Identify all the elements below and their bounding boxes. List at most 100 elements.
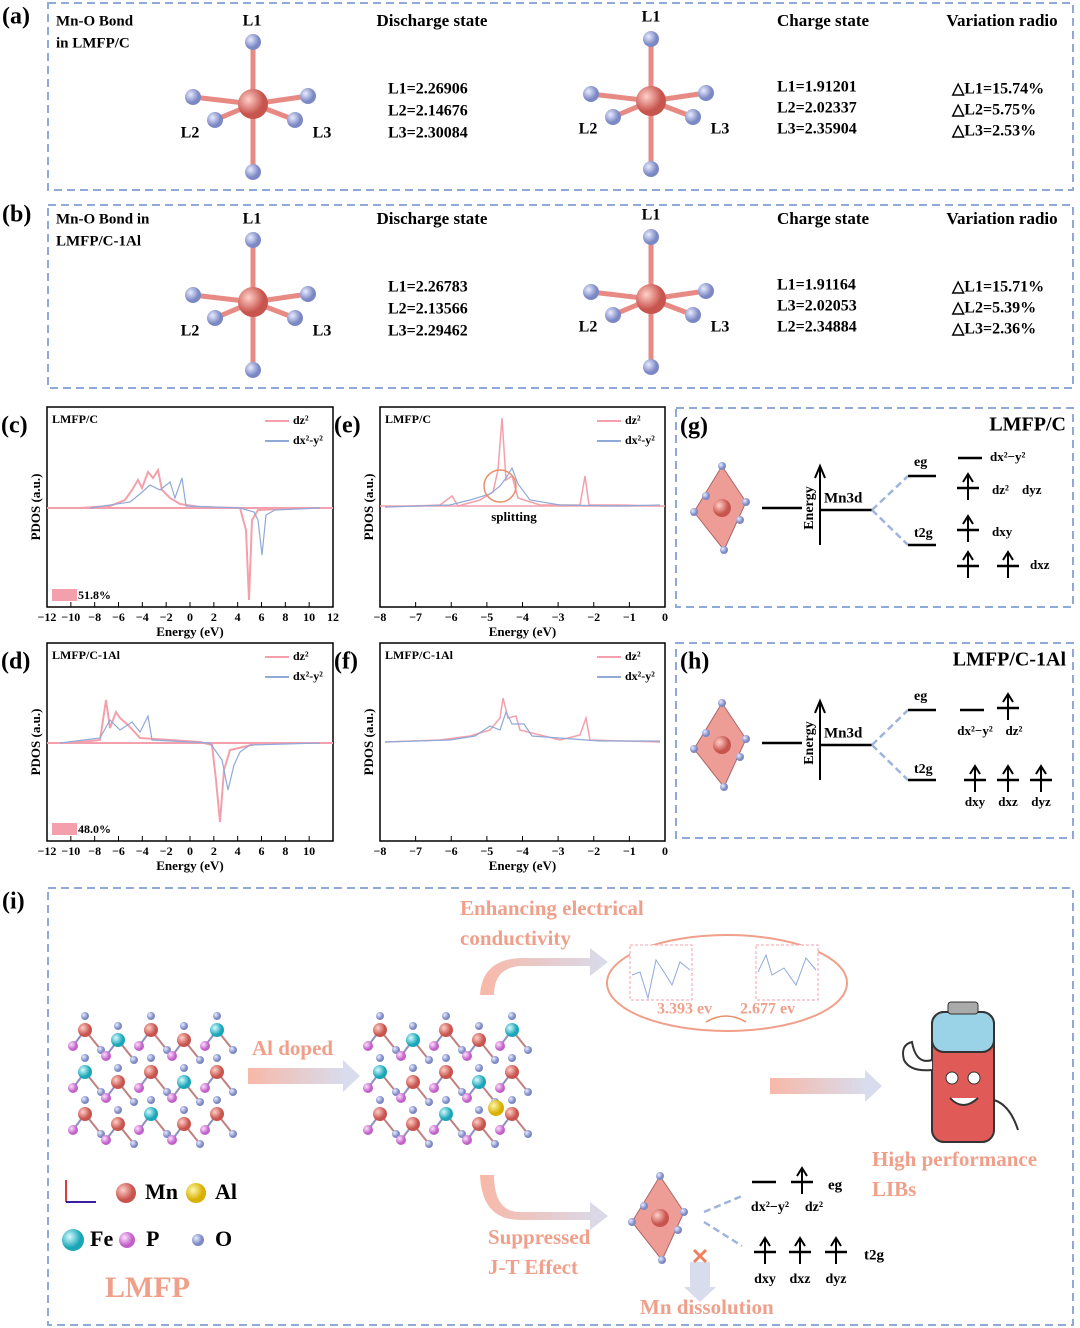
atom: [718, 462, 726, 470]
atom: [144, 1065, 158, 1079]
atom: [736, 516, 744, 524]
chart-name: LMFP/C: [52, 412, 98, 426]
bond-length: L2=2.14676: [388, 103, 468, 120]
legend-label: dx²-y²: [293, 433, 323, 447]
atom: [196, 1098, 204, 1106]
callout: Suppressed: [488, 1225, 591, 1249]
atom: [718, 699, 726, 707]
x-tick-label: −5: [480, 610, 493, 624]
x-tick-label: −4: [136, 844, 149, 858]
x-tick-label: −12: [38, 844, 57, 858]
level-label: eg: [828, 1177, 843, 1193]
orbital-label: dyz: [1022, 482, 1042, 497]
atom: [651, 1209, 669, 1227]
connector: [871, 475, 909, 511]
orbital-label: dxz: [1030, 557, 1050, 572]
atom: [680, 1208, 688, 1216]
atom: [643, 161, 659, 177]
atom: [180, 1022, 188, 1030]
atom: [495, 1041, 505, 1051]
energy-label: Energy: [802, 721, 817, 765]
atom: [373, 1107, 387, 1121]
atom: [462, 1135, 472, 1145]
atom: [643, 359, 659, 375]
atom: [439, 1065, 453, 1079]
bond-label: L1: [642, 9, 661, 26]
orbital-label: dxy: [965, 794, 986, 809]
atom: [720, 783, 728, 791]
atom: [442, 1012, 450, 1020]
atom: [185, 287, 201, 303]
orbital-label: dxz: [998, 794, 1018, 809]
atom: [207, 112, 223, 128]
atom: [147, 1096, 155, 1104]
atom: [245, 362, 261, 378]
atom: [376, 1054, 384, 1062]
atom: [111, 1117, 125, 1131]
atom: [702, 729, 710, 737]
x-tick-label: 6: [259, 610, 265, 624]
x-tick-label: −8: [88, 610, 101, 624]
atom: [505, 1065, 519, 1079]
level-label: eg: [914, 455, 927, 470]
atom: [200, 1083, 210, 1093]
x-tick-label: −3: [552, 610, 565, 624]
x-tick-label: −3: [552, 844, 565, 858]
spin-arrow: [759, 1236, 771, 1264]
x-axis-label: Energy (eV): [156, 624, 224, 639]
x-tick-label: −6: [445, 610, 458, 624]
orbital-label: dz²: [805, 1200, 823, 1215]
atom: [524, 1046, 532, 1054]
atom: [213, 1054, 221, 1062]
atom: [376, 1012, 384, 1020]
atom: [720, 546, 728, 554]
column-heading: Discharge state: [377, 11, 488, 30]
orbital-label: dxz: [790, 1272, 811, 1287]
atom: [210, 1107, 224, 1121]
annotation: splitting: [491, 509, 537, 524]
atom: [396, 1051, 406, 1061]
callout: High performance: [872, 1147, 1037, 1171]
atom: [713, 499, 731, 517]
atom: [114, 1022, 122, 1030]
x-axis-label: Energy (eV): [489, 624, 557, 639]
variation: △L3=2.53%: [951, 123, 1036, 140]
x-tick-label: −7: [409, 844, 422, 858]
atom: [144, 1023, 158, 1037]
energy-axis: [814, 698, 826, 780]
legend-label: O: [215, 1226, 232, 1251]
bond-length: L1=1.91201: [777, 79, 857, 96]
y-axis-label: PDOS (a.u.): [28, 709, 43, 776]
variation: △L1=15.71%: [951, 279, 1044, 296]
atom: [406, 1075, 420, 1089]
atom: [78, 1107, 92, 1121]
panel-label: (e): [334, 413, 361, 439]
atom: [147, 1054, 155, 1062]
bond-length: L3=2.02053: [777, 298, 857, 315]
bond-label: L3: [313, 323, 332, 340]
panel-label: (f): [334, 649, 358, 675]
atom: [685, 109, 701, 125]
atom: [78, 1023, 92, 1037]
atom: [114, 1106, 122, 1114]
atom: [475, 1022, 483, 1030]
atom: [713, 736, 731, 754]
panel-i-art: [62, 934, 1019, 1302]
atom: [472, 1117, 486, 1131]
x-tick-label: 2: [211, 610, 217, 624]
x-tick-label: −5: [480, 844, 493, 858]
atom: [658, 1256, 666, 1264]
variation: △L2=5.39%: [951, 300, 1036, 317]
variation: △L1=15.74%: [951, 81, 1044, 98]
percent: 51.8%: [78, 588, 111, 602]
chart-name: LMFP/C-1Al: [385, 648, 454, 662]
atom: [177, 1075, 191, 1089]
atom: [425, 1140, 433, 1148]
spin-arrow: [962, 472, 974, 500]
x-tick-label: 0: [662, 844, 668, 858]
x-tick-label: −8: [374, 844, 387, 858]
bond-length: L1=1.91164: [777, 277, 856, 294]
atom: [690, 508, 698, 516]
legend-label: Mn: [145, 1179, 178, 1204]
chart-name: LMFP/C: [385, 412, 431, 426]
